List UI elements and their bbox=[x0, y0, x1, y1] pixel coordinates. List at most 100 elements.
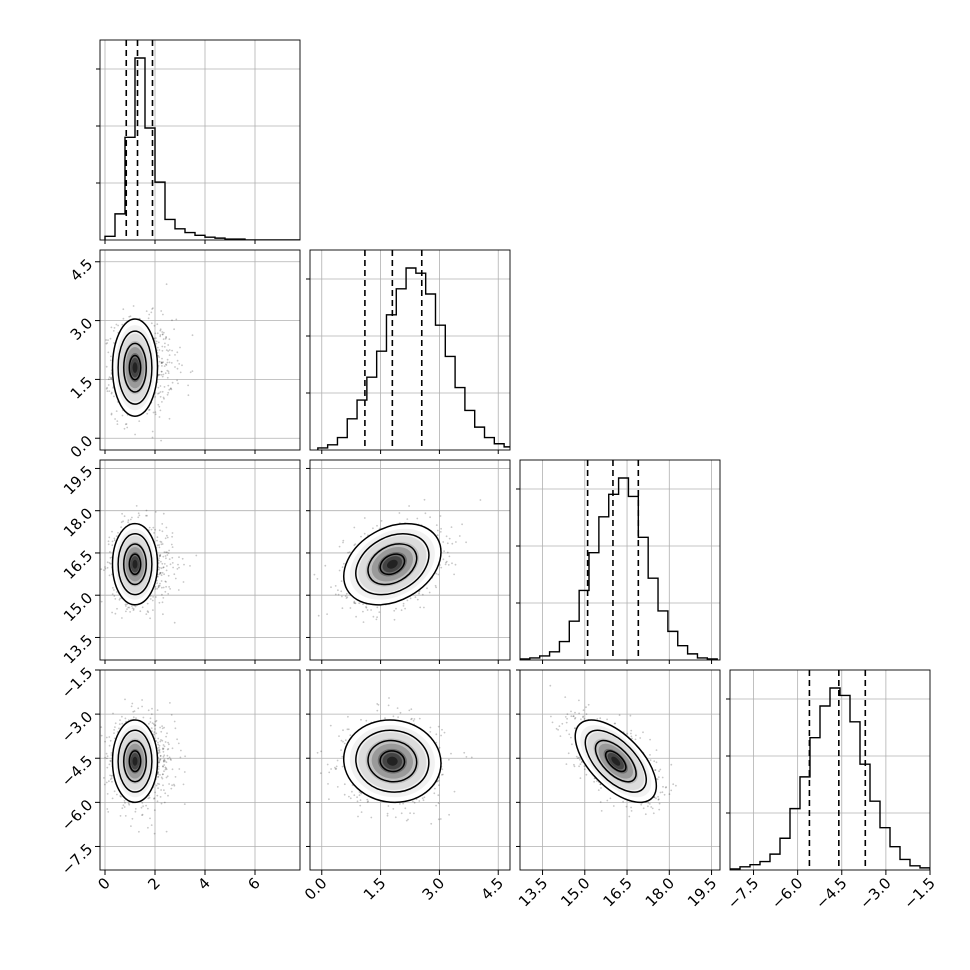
scatter-point bbox=[163, 770, 165, 773]
scatter-point bbox=[163, 386, 166, 388]
scatter-point bbox=[317, 614, 320, 617]
scatter-point bbox=[153, 797, 156, 799]
scatter-point bbox=[170, 362, 173, 364]
scatter-point bbox=[429, 726, 432, 729]
scatter-point bbox=[108, 744, 111, 747]
scatter-point bbox=[334, 593, 337, 596]
scatter-point bbox=[150, 322, 153, 325]
pair-panel-2-1 bbox=[309, 459, 511, 661]
scatter-point bbox=[118, 723, 121, 725]
scatter-point bbox=[156, 800, 159, 803]
scatter-point bbox=[342, 740, 344, 743]
scatter-point bbox=[145, 804, 148, 807]
scatter-point bbox=[328, 798, 330, 801]
scatter-point bbox=[410, 708, 413, 711]
scatter-point bbox=[157, 575, 159, 578]
scatter-point bbox=[173, 328, 176, 331]
scatter-point bbox=[153, 723, 155, 726]
scatter-point bbox=[157, 386, 160, 389]
hist-panel-2 bbox=[516, 459, 721, 661]
scatter-point bbox=[165, 557, 167, 560]
scatter-point bbox=[167, 350, 170, 352]
scatter-point bbox=[376, 524, 378, 527]
scatter-point bbox=[178, 556, 180, 559]
scatter-point bbox=[114, 418, 116, 420]
scatter-point bbox=[176, 351, 179, 354]
scatter-point bbox=[406, 518, 409, 520]
scatter-point bbox=[168, 417, 171, 420]
scatter-point bbox=[629, 714, 632, 717]
scatter-point bbox=[128, 803, 131, 806]
scatter-point bbox=[162, 755, 165, 758]
scatter-point bbox=[117, 531, 119, 534]
scatter-point bbox=[162, 361, 165, 364]
scatter-point bbox=[158, 555, 161, 558]
scatter-point bbox=[362, 603, 364, 606]
scatter-point bbox=[147, 317, 150, 320]
scatter-point bbox=[158, 584, 161, 587]
scatter-point bbox=[164, 741, 167, 743]
scatter-point bbox=[125, 423, 128, 425]
scatter-point bbox=[400, 609, 403, 612]
scatter-point bbox=[157, 771, 160, 774]
scatter-point bbox=[156, 539, 158, 542]
scatter-point bbox=[430, 822, 433, 825]
scatter-point bbox=[166, 554, 169, 556]
scatter-point bbox=[121, 512, 123, 515]
panel-content bbox=[316, 697, 473, 825]
scatter-point bbox=[150, 727, 153, 729]
scatter-point bbox=[163, 397, 165, 400]
scatter-point bbox=[573, 765, 576, 768]
density-fill bbox=[132, 362, 138, 373]
scatter-point bbox=[151, 430, 154, 433]
scatter-point bbox=[163, 573, 166, 576]
scatter-point bbox=[113, 589, 115, 591]
scatter-point bbox=[113, 327, 116, 329]
scatter-point bbox=[110, 378, 113, 380]
scatter-point bbox=[164, 792, 167, 795]
scatter-point bbox=[100, 726, 103, 728]
scatter-point bbox=[160, 574, 163, 577]
scatter-point bbox=[105, 339, 107, 341]
scatter-point bbox=[165, 336, 168, 338]
scatter-point bbox=[440, 734, 442, 737]
scatter-point bbox=[109, 774, 111, 777]
scatter-point bbox=[126, 426, 129, 429]
scatter-point bbox=[158, 601, 161, 604]
scatter-point bbox=[156, 587, 159, 590]
scatter-point bbox=[108, 562, 111, 564]
scatter-point bbox=[600, 787, 602, 789]
scatter-point bbox=[158, 349, 161, 351]
scatter-point bbox=[127, 606, 130, 609]
scatter-point bbox=[655, 761, 658, 764]
scatter-point bbox=[442, 773, 444, 776]
scatter-point bbox=[159, 555, 162, 557]
scatter-point bbox=[142, 805, 145, 808]
scatter-point bbox=[122, 308, 125, 311]
scatter-point bbox=[167, 370, 170, 373]
scatter-point bbox=[657, 795, 659, 798]
scatter-point bbox=[347, 551, 349, 554]
scatter-point bbox=[162, 765, 165, 768]
scatter-point bbox=[169, 702, 171, 704]
scatter-point bbox=[146, 412, 149, 415]
scatter-point bbox=[124, 802, 126, 804]
scatter-point bbox=[118, 727, 120, 730]
scatter-point bbox=[570, 715, 573, 718]
scatter-point bbox=[154, 724, 157, 726]
scatter-point bbox=[109, 556, 112, 559]
scatter-point bbox=[170, 388, 173, 391]
scatter-point bbox=[159, 395, 162, 398]
scatter-point bbox=[172, 566, 175, 569]
scatter-point bbox=[162, 613, 164, 616]
scatter-point bbox=[177, 563, 179, 566]
scatter-point bbox=[105, 752, 108, 755]
scatter-point bbox=[131, 605, 133, 607]
scatter-point bbox=[162, 784, 164, 787]
scatter-point bbox=[458, 535, 461, 537]
scatter-point bbox=[657, 798, 660, 800]
scatter-point bbox=[342, 539, 345, 542]
scatter-point bbox=[448, 813, 450, 816]
scatter-point bbox=[141, 814, 143, 816]
scatter-point bbox=[376, 709, 379, 712]
